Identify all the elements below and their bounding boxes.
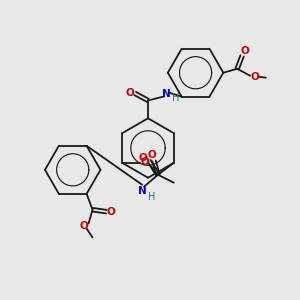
- Text: O: O: [148, 150, 156, 160]
- Text: O: O: [139, 153, 147, 163]
- Text: O: O: [141, 157, 149, 167]
- Text: O: O: [107, 207, 116, 217]
- Text: O: O: [241, 46, 250, 56]
- Text: H: H: [148, 192, 156, 202]
- Text: O: O: [250, 72, 260, 82]
- Text: O: O: [79, 220, 88, 230]
- Text: H: H: [172, 94, 179, 103]
- Text: O: O: [126, 88, 135, 98]
- Text: N: N: [138, 186, 146, 196]
- Text: N: N: [163, 88, 171, 98]
